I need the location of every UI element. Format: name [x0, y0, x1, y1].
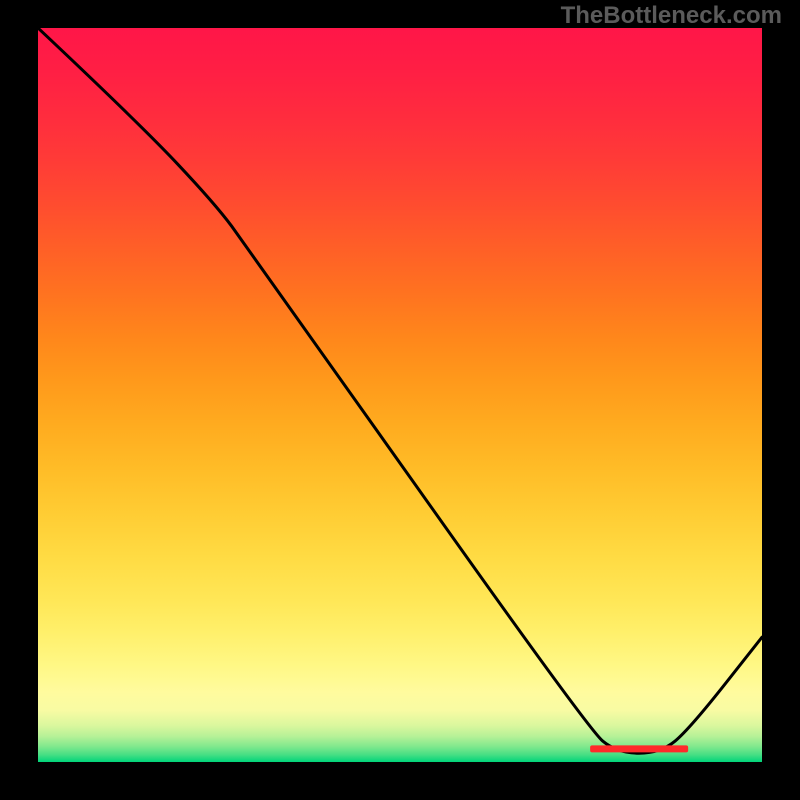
chart-container: TheBottleneck.com [0, 0, 800, 800]
plot-area [38, 28, 762, 762]
bottleneck-curve [38, 28, 762, 753]
watermark-text: TheBottleneck.com [561, 2, 782, 30]
curve-svg [38, 28, 762, 762]
optimal-range-marker [590, 745, 688, 752]
